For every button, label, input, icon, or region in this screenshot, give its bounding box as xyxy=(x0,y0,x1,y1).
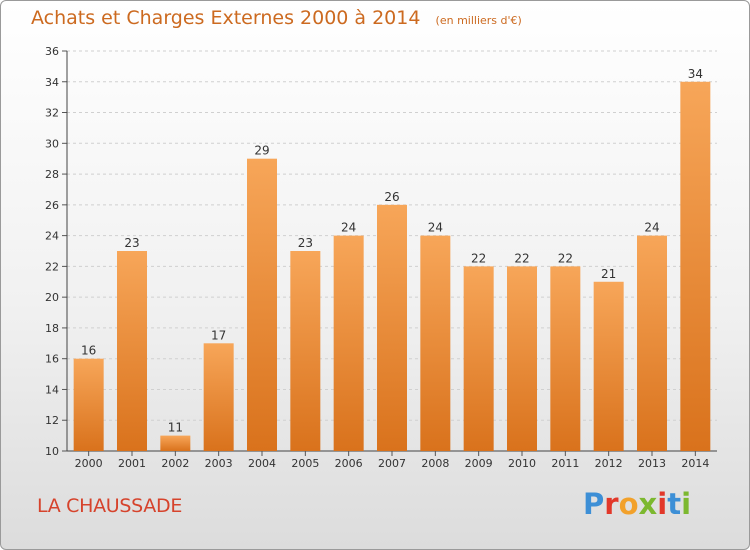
y-tick-label: 20 xyxy=(45,291,59,304)
data-label: 23 xyxy=(298,236,313,250)
x-tick-label: 2005 xyxy=(291,457,319,470)
bar xyxy=(290,251,321,451)
bar xyxy=(420,235,451,451)
data-label: 23 xyxy=(124,236,139,250)
y-tick-label: 28 xyxy=(45,168,59,181)
data-label: 22 xyxy=(558,251,573,265)
logo-letter: t xyxy=(667,487,682,521)
bar xyxy=(333,235,364,451)
y-tick-label: 22 xyxy=(45,260,59,273)
logo-letter: i xyxy=(681,487,692,521)
y-tick-label: 10 xyxy=(45,445,59,458)
x-tick-label: 2000 xyxy=(75,457,103,470)
y-tick-label: 14 xyxy=(45,383,59,396)
x-tick-label: 2008 xyxy=(421,457,449,470)
x-tick-label: 2010 xyxy=(508,457,536,470)
data-label: 17 xyxy=(211,328,226,342)
bar xyxy=(637,235,667,451)
y-tick-label: 16 xyxy=(45,353,59,366)
data-label: 11 xyxy=(168,421,183,435)
bar xyxy=(377,204,407,451)
y-tick-label: 26 xyxy=(45,199,59,212)
bar xyxy=(507,266,537,451)
data-label: 24 xyxy=(644,221,659,235)
data-label: 22 xyxy=(471,251,486,265)
bar xyxy=(160,435,191,451)
x-tick-label: 2009 xyxy=(465,457,493,470)
x-tick-label: 2004 xyxy=(248,457,276,470)
data-label: 24 xyxy=(341,221,356,235)
y-tick-label: 36 xyxy=(45,45,59,58)
x-tick-label: 2014 xyxy=(681,457,709,470)
y-tick-label: 12 xyxy=(45,414,59,427)
y-tick-label: 18 xyxy=(45,322,59,335)
x-tick-label: 2001 xyxy=(118,457,146,470)
x-tick-label: 2011 xyxy=(551,457,579,470)
y-tick-label: 32 xyxy=(45,107,59,120)
data-label: 22 xyxy=(514,251,529,265)
x-tick-label: 2006 xyxy=(335,457,363,470)
data-label: 34 xyxy=(688,67,703,81)
logo-letter: r xyxy=(604,487,619,521)
proxiti-logo: Proxiti xyxy=(583,487,691,521)
chart-title-text: Achats et Charges Externes 2000 à 2014 xyxy=(31,7,421,29)
bar xyxy=(550,266,581,451)
x-tick-label: 2002 xyxy=(161,457,189,470)
bar xyxy=(247,158,277,451)
bar xyxy=(463,266,494,451)
logo-letter: P xyxy=(583,487,605,521)
x-tick-label: 2003 xyxy=(205,457,233,470)
data-label: 26 xyxy=(384,190,399,204)
bar xyxy=(117,251,147,451)
y-tick-label: 30 xyxy=(45,137,59,150)
bar xyxy=(203,343,234,451)
data-label: 24 xyxy=(428,221,443,235)
x-tick-label: 2012 xyxy=(595,457,623,470)
logo-letter: i xyxy=(657,487,668,521)
data-label: 29 xyxy=(254,144,269,158)
chart-title: Achats et Charges Externes 2000 à 2014 (… xyxy=(31,7,522,29)
place-name: LA CHAUSSADE xyxy=(37,495,183,517)
chart-subtitle: (en milliers d'€) xyxy=(435,14,522,27)
bar xyxy=(73,358,104,451)
data-label: 16 xyxy=(81,344,96,358)
bar xyxy=(593,281,624,451)
bar xyxy=(680,81,711,452)
logo-letter: o xyxy=(618,487,639,521)
x-tick-label: 2007 xyxy=(378,457,406,470)
data-label: 21 xyxy=(601,267,616,281)
y-tick-label: 34 xyxy=(45,76,59,89)
y-tick-label: 24 xyxy=(45,230,59,243)
logo-letter: x xyxy=(638,487,658,521)
x-tick-label: 2013 xyxy=(638,457,666,470)
